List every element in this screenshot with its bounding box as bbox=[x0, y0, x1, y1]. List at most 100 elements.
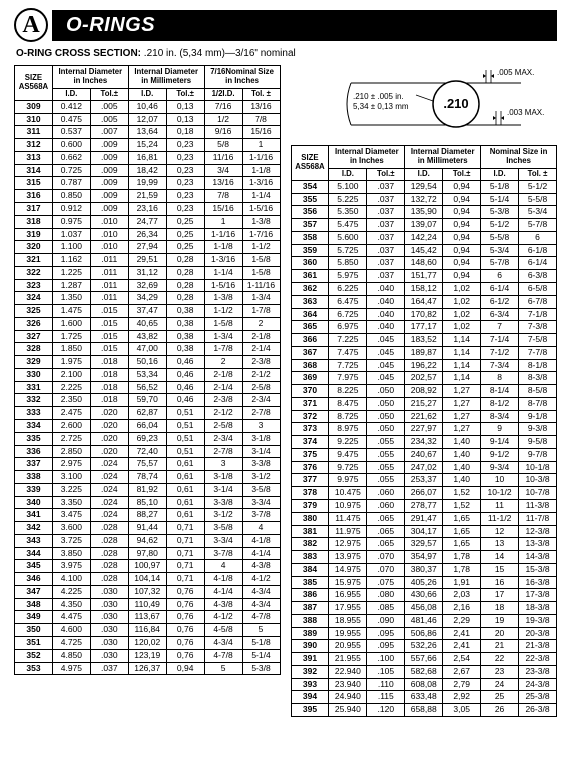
hdr-g2: Internal Diameterin Millimeters bbox=[128, 66, 204, 89]
cell-value: 18-3/8 bbox=[519, 602, 557, 615]
cell-value: 4-3/8 bbox=[204, 598, 242, 611]
cell-value: .020 bbox=[90, 432, 128, 445]
cell-value: 3-7/8 bbox=[242, 509, 280, 522]
cell-value: 1.287 bbox=[52, 279, 90, 292]
cell-value: 215,27 bbox=[405, 397, 443, 410]
cell-size: 391 bbox=[291, 653, 329, 666]
cell-value: 62,87 bbox=[128, 407, 166, 420]
cell-size: 374 bbox=[291, 436, 329, 449]
cell-value: 6-3/8 bbox=[519, 270, 557, 283]
cell-value: 9.975 bbox=[329, 474, 367, 487]
cell-value: 1-3/16 bbox=[242, 177, 280, 190]
table-row: 3555.225.037132,720,945-1/45-5/8 bbox=[291, 193, 557, 206]
cell-value: 10 bbox=[481, 474, 519, 487]
table-row: 39020.955.095532,262,412121-3/8 bbox=[291, 640, 557, 653]
cell-value: 1,78 bbox=[443, 563, 481, 576]
cell-value: 0,61 bbox=[166, 496, 204, 509]
cell-value: 221,62 bbox=[405, 410, 443, 423]
cell-value: 0,13 bbox=[166, 113, 204, 126]
cell-value: 0.725 bbox=[52, 164, 90, 177]
cell-value: 5-1/4 bbox=[481, 193, 519, 206]
cell-value: 1-3/4 bbox=[204, 330, 242, 343]
cell-value: .011 bbox=[90, 279, 128, 292]
hdr-g3-r: Nominal Size inInches bbox=[481, 146, 557, 169]
cell-value: 13.975 bbox=[329, 551, 367, 564]
cell-value: .030 bbox=[90, 637, 128, 650]
cell-value: 19.955 bbox=[329, 627, 367, 640]
cell-value: .028 bbox=[90, 547, 128, 560]
table-row: 3484.350.030110,490,764-3/84-3/4 bbox=[15, 598, 281, 611]
cell-value: 50,16 bbox=[128, 356, 166, 369]
table-row: 38717.955.085456,082,161818-3/8 bbox=[291, 602, 557, 615]
cell-value: 1-1/16 bbox=[204, 228, 242, 241]
cell-value: 25.940 bbox=[329, 704, 367, 717]
cell-value: 0,38 bbox=[166, 317, 204, 330]
cell-value: 40,65 bbox=[128, 317, 166, 330]
cell-value: 3-1/8 bbox=[242, 432, 280, 445]
cell-value: 0,94 bbox=[443, 244, 481, 257]
cell-value: 0.475 bbox=[52, 113, 90, 126]
cell-value: 12-3/8 bbox=[519, 525, 557, 538]
cell-value: 29,51 bbox=[128, 254, 166, 267]
table-row: 3585.600.037142,240,945-5/86 bbox=[291, 231, 557, 244]
cell-value: 2-7/8 bbox=[204, 445, 242, 458]
cell-size: 373 bbox=[291, 423, 329, 436]
cell-value: 5-3/4 bbox=[481, 244, 519, 257]
cell-value: 3 bbox=[242, 420, 280, 433]
cell-value: 0.412 bbox=[52, 100, 90, 113]
cell-value: 1,14 bbox=[443, 372, 481, 385]
cell-size: 368 bbox=[291, 359, 329, 372]
cell-value: 8.225 bbox=[329, 385, 367, 398]
cell-value: .005 bbox=[90, 100, 128, 113]
cell-value: .015 bbox=[90, 343, 128, 356]
table-row: 3221.225.01131,120,281-1/41-5/8 bbox=[15, 266, 281, 279]
cell-value: .005 bbox=[90, 113, 128, 126]
cell-value: 1-3/16 bbox=[204, 254, 242, 267]
hdr-frac: 1/2I.D. bbox=[204, 88, 242, 100]
cell-size: 366 bbox=[291, 334, 329, 347]
cell-value: .040 bbox=[367, 295, 405, 308]
cell-value: 18.955 bbox=[329, 614, 367, 627]
cell-size: 313 bbox=[15, 151, 53, 164]
cell-size: 309 bbox=[15, 100, 53, 113]
table-row: 3322.350.01859,700,462-3/82-3/4 bbox=[15, 394, 281, 407]
cs-value: .210 in. (5,34 mm)—3/16" nominal bbox=[144, 48, 296, 59]
cell-value: 0,61 bbox=[166, 509, 204, 522]
cell-value: 5 bbox=[242, 624, 280, 637]
cell-value: .037 bbox=[367, 193, 405, 206]
cell-value: 2-1/8 bbox=[204, 368, 242, 381]
cell-value: 189,87 bbox=[405, 346, 443, 359]
table-row: 3201.100.01027,940,251-1/81-1/2 bbox=[15, 241, 281, 254]
cell-value: 56,52 bbox=[128, 381, 166, 394]
cell-value: 10-7/8 bbox=[519, 487, 557, 500]
cell-value: 1.225 bbox=[52, 266, 90, 279]
cell-size: 354 bbox=[291, 180, 329, 193]
cell-value: 21-3/8 bbox=[519, 640, 557, 653]
table-row: 3708.225.050208,921,278-1/48-5/8 bbox=[291, 385, 557, 398]
cell-value: 1.600 bbox=[52, 317, 90, 330]
cell-value: 0,46 bbox=[166, 381, 204, 394]
cell-value: 4.225 bbox=[52, 585, 90, 598]
cell-size: 394 bbox=[291, 691, 329, 704]
cell-value: .095 bbox=[367, 640, 405, 653]
cell-value: 9-5/8 bbox=[519, 436, 557, 449]
table-row: 3565.350.037135,900,945-3/85-3/4 bbox=[291, 206, 557, 219]
cell-value: 43,82 bbox=[128, 330, 166, 343]
cell-value: 0,71 bbox=[166, 573, 204, 586]
cell-size: 350 bbox=[15, 624, 53, 637]
cell-value: 15/16 bbox=[204, 202, 242, 215]
cell-value: 4-3/8 bbox=[242, 560, 280, 573]
table-row: 3453.975.028100,970,7144-3/8 bbox=[15, 560, 281, 573]
diag-tol3: 5,34 ± 0,13 mm bbox=[353, 102, 409, 111]
cell-value: 1-1/16 bbox=[242, 151, 280, 164]
cell-value: .030 bbox=[90, 649, 128, 662]
cell-value: 3.975 bbox=[52, 560, 90, 573]
cell-value: 1 bbox=[242, 139, 280, 152]
cell-value: 1,78 bbox=[443, 551, 481, 564]
cell-value: 3-3/4 bbox=[242, 496, 280, 509]
cell-size: 383 bbox=[291, 551, 329, 564]
cell-value: 0,94 bbox=[443, 180, 481, 193]
cell-size: 328 bbox=[15, 343, 53, 356]
cell-value: 158,12 bbox=[405, 282, 443, 295]
cell-value: 3-1/2 bbox=[242, 471, 280, 484]
